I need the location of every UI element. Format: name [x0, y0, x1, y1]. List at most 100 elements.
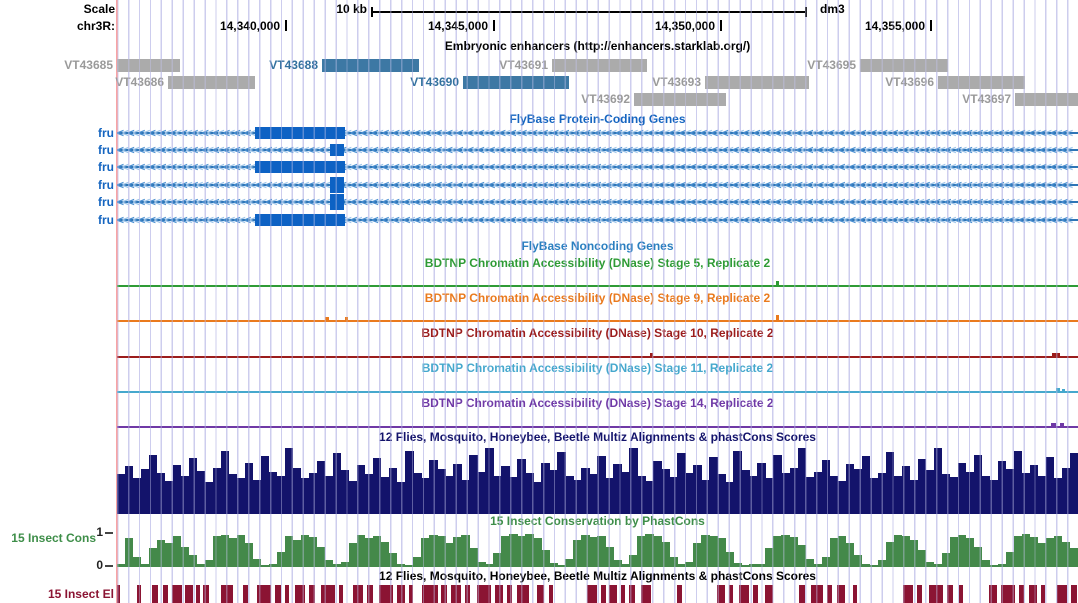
- conserved-element-block[interactable]: [507, 585, 512, 603]
- bdtnp-signal-bump: [776, 315, 779, 320]
- enhancer-item-box[interactable]: [860, 59, 948, 72]
- conserved-element-block[interactable]: [517, 585, 529, 603]
- conserved-element-block[interactable]: [117, 585, 120, 603]
- conserved-element-block[interactable]: [203, 585, 209, 603]
- conserved-element-block[interactable]: [243, 585, 248, 603]
- conserved-element-block[interactable]: [152, 585, 158, 603]
- track-title-multiz-top: 12 Flies, Mosquito, Honeybee, Beetle Mul…: [379, 430, 816, 444]
- conserved-element-block[interactable]: [903, 585, 913, 603]
- multiz-density-track[interactable]: [116, 448, 1078, 514]
- scalebar-size-label: 10 kb: [336, 2, 367, 16]
- conserved-element-block[interactable]: [853, 585, 857, 603]
- gene-exon-box[interactable]: [330, 144, 344, 156]
- conserved-element-block[interactable]: [321, 585, 335, 603]
- track-title-flybase-protein-coding: FlyBase Protein-Coding Genes: [509, 112, 686, 126]
- strand-direction-chevrons-light: <<<<<<<<<<<<<<<<<<<<<<<<<<<<<<<<<<<<<<<<…: [122, 179, 1077, 191]
- conserved-element-block[interactable]: [827, 585, 832, 603]
- conserved-element-block[interactable]: [1001, 585, 1015, 603]
- conserved-element-block[interactable]: [1019, 585, 1024, 603]
- gene-exon-box[interactable]: [255, 161, 345, 173]
- enhancer-item-box[interactable]: [634, 93, 726, 106]
- conserved-element-block[interactable]: [799, 585, 805, 603]
- conserved-element-block[interactable]: [765, 585, 773, 603]
- conserved-element-block[interactable]: [629, 585, 635, 603]
- conserved-element-block[interactable]: [1029, 585, 1037, 603]
- conserved-element-block[interactable]: [339, 585, 343, 603]
- conserved-element-block[interactable]: [221, 585, 233, 603]
- enhancer-item-box[interactable]: [938, 76, 1025, 89]
- conserved-element-block[interactable]: [353, 585, 363, 603]
- enhancer-item-box[interactable]: [168, 76, 255, 89]
- conserved-element-block[interactable]: [729, 585, 733, 603]
- conserved-element-block[interactable]: [621, 585, 625, 603]
- conserved-element-block[interactable]: [379, 585, 393, 603]
- conserved-element-block[interactable]: [1057, 585, 1067, 603]
- conserved-element-block[interactable]: [409, 585, 413, 603]
- cons-axis-max-tick: [105, 532, 113, 534]
- enhancer-item-box[interactable]: [117, 59, 180, 72]
- conserved-element-block[interactable]: [367, 585, 373, 603]
- conserved-element-block[interactable]: [587, 585, 597, 603]
- conserved-element-block[interactable]: [309, 585, 315, 603]
- gene-exon-box[interactable]: [255, 127, 345, 139]
- conserved-element-block[interactable]: [196, 585, 200, 603]
- conserved-element-block[interactable]: [929, 585, 943, 603]
- conserved-element-block[interactable]: [717, 585, 725, 603]
- conserved-element-block[interactable]: [422, 585, 438, 603]
- conserved-element-block[interactable]: [989, 585, 997, 603]
- conserved-element-block[interactable]: [441, 585, 447, 603]
- gene-exon-box[interactable]: [255, 214, 345, 226]
- bdtnp-baseline[interactable]: [117, 391, 1078, 393]
- conserved-element-block[interactable]: [397, 585, 405, 603]
- scale-bar-right-tick: [805, 7, 807, 17]
- coordinate-tick: [285, 20, 287, 31]
- gene-exon-box[interactable]: [330, 194, 344, 210]
- enhancer-item-box[interactable]: [322, 59, 419, 72]
- strand-direction-chevrons-light: <<<<<<<<<<<<<<<<<<<<<<<<<<<<<<<<<<<<<<<<…: [122, 144, 1077, 156]
- enhancer-item-box[interactable]: [1015, 93, 1078, 106]
- conserved-element-block[interactable]: [811, 585, 823, 603]
- conserved-element-block[interactable]: [601, 585, 606, 603]
- enhancer-item-box[interactable]: [705, 76, 809, 89]
- conserved-element-block[interactable]: [172, 585, 182, 603]
- conserved-element-block[interactable]: [1041, 585, 1045, 603]
- conservation-bar: [1069, 548, 1078, 567]
- conserved-element-block[interactable]: [837, 585, 845, 603]
- conserved-element-block[interactable]: [1071, 585, 1077, 603]
- el-track-label: 15 Insect El: [47, 587, 114, 601]
- conserved-element-block[interactable]: [537, 585, 544, 603]
- enhancer-item-box[interactable]: [463, 76, 569, 89]
- bdtnp-baseline[interactable]: [117, 285, 1078, 287]
- bdtnp-baseline[interactable]: [117, 356, 1078, 358]
- enhancer-item-label: VT43686: [115, 75, 164, 89]
- conserved-element-block[interactable]: [465, 585, 470, 603]
- conserved-element-block[interactable]: [677, 585, 682, 603]
- conserved-element-block[interactable]: [451, 585, 461, 603]
- conserved-element-block[interactable]: [295, 585, 305, 603]
- conserved-element-block[interactable]: [739, 585, 749, 603]
- conserved-element-block[interactable]: [137, 585, 141, 603]
- track-title-bdtnp: BDTNP Chromatin Accessibility (DNase) St…: [424, 291, 771, 305]
- conserved-element-block[interactable]: [495, 585, 503, 603]
- conserved-element-block[interactable]: [163, 585, 168, 603]
- conserved-element-block[interactable]: [959, 585, 963, 603]
- enhancer-item-box[interactable]: [552, 59, 647, 72]
- conserved-element-block[interactable]: [285, 585, 289, 603]
- coordinate-tick: [720, 20, 722, 31]
- conserved-element-block[interactable]: [641, 585, 651, 603]
- bdtnp-baseline[interactable]: [117, 426, 1078, 428]
- bdtnp-signal-bump: [1052, 353, 1060, 356]
- conserved-element-block[interactable]: [275, 585, 281, 603]
- conserved-element-block[interactable]: [917, 585, 922, 603]
- conserved-element-block[interactable]: [609, 585, 617, 603]
- conserved-element-block[interactable]: [185, 585, 193, 603]
- conserved-element-block[interactable]: [477, 585, 491, 603]
- conserved-element-block[interactable]: [947, 585, 953, 603]
- conserved-element-block[interactable]: [257, 585, 271, 603]
- bdtnp-baseline[interactable]: [117, 320, 1078, 322]
- conserved-element-block[interactable]: [549, 585, 553, 603]
- conservation-wiggle-track[interactable]: [116, 533, 1078, 567]
- gene-exon-box[interactable]: [330, 177, 344, 193]
- conserved-element-block[interactable]: [753, 585, 758, 603]
